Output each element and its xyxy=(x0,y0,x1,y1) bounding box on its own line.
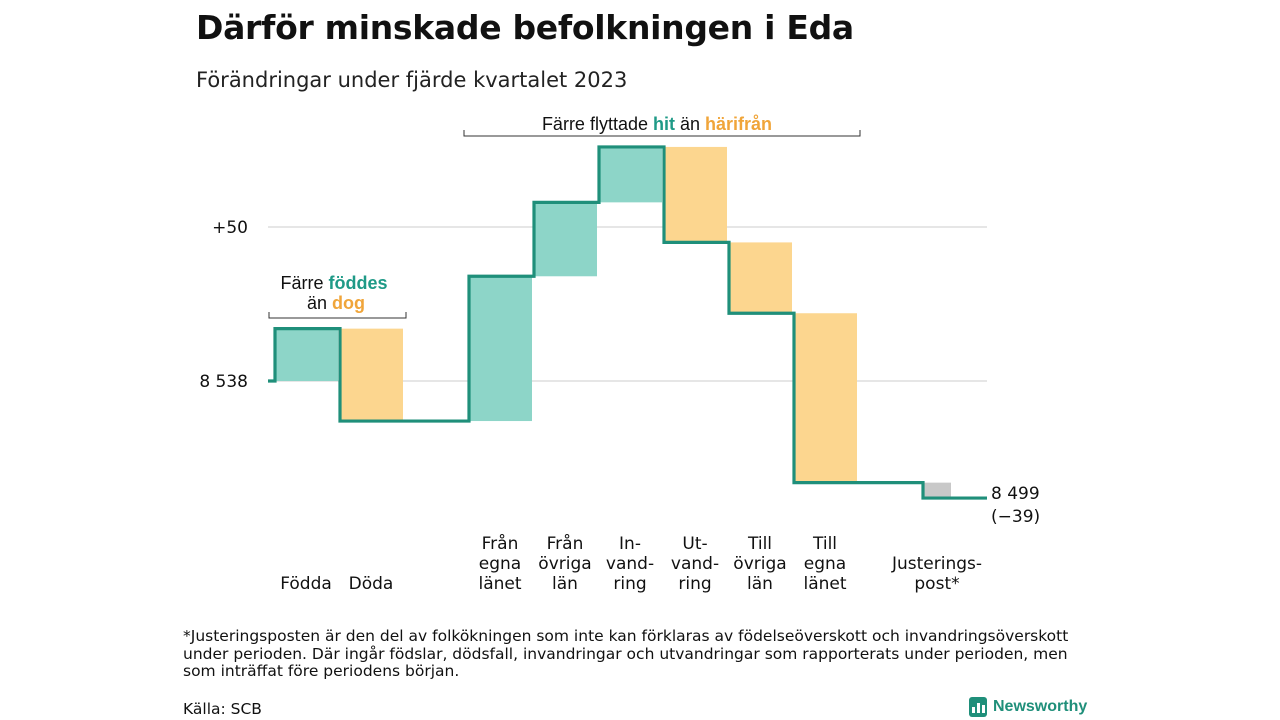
category-label: Från xyxy=(482,533,519,554)
footnote: *Justeringsposten är den del av folkökni… xyxy=(183,627,1069,680)
waterfall-bar xyxy=(923,482,951,499)
category-label: ring xyxy=(678,574,711,594)
category-label: vand- xyxy=(606,554,654,574)
chart-subtitle: Förändringar under fjärde kvartalet 2023 xyxy=(196,68,628,92)
category-label: Från xyxy=(547,533,584,554)
category-label: länet xyxy=(478,574,521,594)
gridline-label: +50 xyxy=(212,218,248,238)
category-label: Födda xyxy=(280,574,332,594)
category-label: län xyxy=(552,574,578,594)
start-value-label: 8 538 xyxy=(199,372,248,392)
end-value-label: 8 499 xyxy=(991,484,1040,504)
waterfall-bar xyxy=(469,276,532,422)
waterfall-bar xyxy=(794,313,857,483)
brand-logo: Newsworthy xyxy=(969,697,1087,717)
category-label: länet xyxy=(803,574,846,594)
category-label: Till xyxy=(747,534,772,554)
waterfall-bar xyxy=(729,242,792,314)
waterfall-step-line xyxy=(268,145,987,500)
category-label: Justerings- xyxy=(891,554,982,574)
category-label: vand- xyxy=(671,554,719,574)
net-change-label: (−39) xyxy=(991,507,1040,527)
category-label: ring xyxy=(613,574,646,594)
category-label: post* xyxy=(914,574,959,594)
source-note: Källa: SCB xyxy=(183,700,262,718)
category-label: län xyxy=(747,574,773,594)
category-label: In- xyxy=(619,534,641,554)
waterfall-bar xyxy=(275,328,338,381)
category-label: Döda xyxy=(349,574,394,594)
category-label: egna xyxy=(804,554,846,574)
annotation-births-deaths-line1: Färre föddes xyxy=(280,273,387,293)
waterfall-bar xyxy=(340,328,403,422)
annotation-bracket xyxy=(268,312,407,319)
waterfall-bar xyxy=(534,202,597,277)
waterfall-bar xyxy=(599,146,662,203)
annotation-births-deaths-line2: än dog xyxy=(307,293,365,313)
brand-name: Newsworthy xyxy=(993,698,1088,715)
category-label: övriga xyxy=(733,554,786,574)
chart-title: Därför minskade befolkningen i Eda xyxy=(196,8,854,47)
category-label: Till xyxy=(812,534,837,554)
category-label: egna xyxy=(479,554,521,574)
newsworthy-logo-icon xyxy=(969,697,987,717)
annotation-bracket xyxy=(463,130,861,137)
category-label: övriga xyxy=(538,554,591,574)
waterfall-bar xyxy=(664,146,727,243)
annotation-migration: Färre flyttade hit än härifrån xyxy=(542,114,772,134)
category-label: Ut- xyxy=(682,534,707,554)
